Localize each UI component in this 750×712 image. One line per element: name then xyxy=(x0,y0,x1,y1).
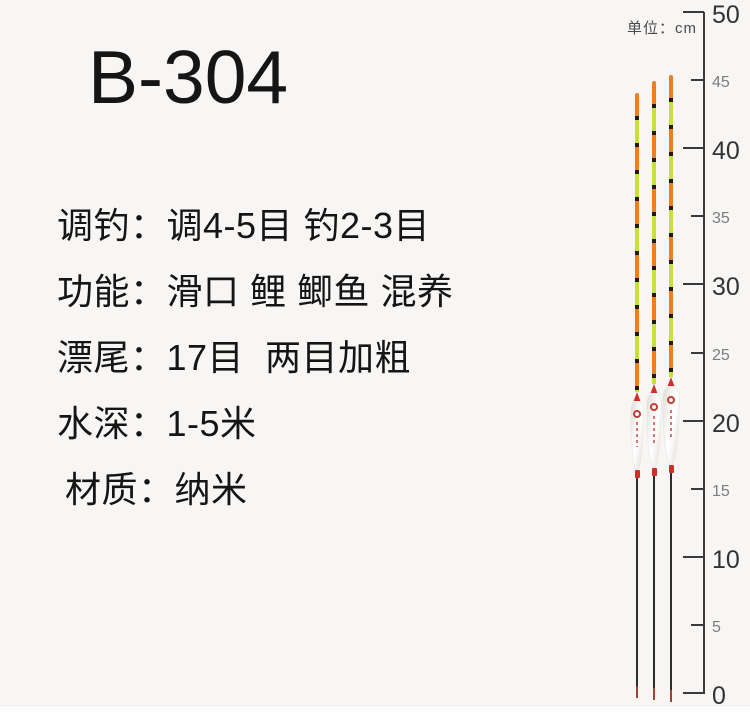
ruler-tick-label-30: 30 xyxy=(712,273,740,302)
ruler-tick-20 xyxy=(683,419,704,422)
float-band xyxy=(634,470,640,478)
ruler-tick-25 xyxy=(691,351,704,354)
float-body xyxy=(647,393,661,468)
fishing-float-2 xyxy=(646,81,662,700)
ruler-tick-15 xyxy=(691,487,704,490)
page-title: B-304 xyxy=(88,35,289,119)
ruler-tick-45 xyxy=(691,79,704,82)
spec-line-function: 功能：滑口 鲤 鲫鱼 混养 xyxy=(57,271,454,312)
bottom-card-edge xyxy=(0,705,750,712)
ruler-axis xyxy=(703,12,705,694)
ruler-tick-label-35: 35 xyxy=(712,210,730,228)
ruler-tick-label-45: 45 xyxy=(712,74,730,92)
unit-label: 单位：cm xyxy=(627,20,697,37)
spec-line-tuning: 调钓：调4-5目 钓2-3目 xyxy=(57,205,431,246)
ruler-tick-35 xyxy=(691,215,704,218)
ruler-tick-label-25: 25 xyxy=(712,346,730,364)
ruler-tick-0 xyxy=(683,692,704,694)
brand-logo-icon xyxy=(633,409,641,418)
float-band xyxy=(668,465,674,473)
ruler-tick-30 xyxy=(683,283,704,286)
float-antenna xyxy=(669,75,673,377)
ruler-tick-label-50: 50 xyxy=(712,1,740,29)
body-text xyxy=(653,415,655,443)
body-text xyxy=(636,421,638,447)
float-collar xyxy=(667,377,675,386)
ruler-tick-5 xyxy=(691,623,704,626)
float-antenna xyxy=(652,81,656,384)
ruler-tick-10 xyxy=(683,555,704,558)
ruler-tick-40 xyxy=(683,147,704,150)
brand-logo-icon xyxy=(667,396,675,405)
float-band xyxy=(651,468,657,476)
brand-logo-icon xyxy=(650,402,658,411)
spec-line-material: 材质：纳米 xyxy=(65,469,248,510)
ruler-tick-label-10: 10 xyxy=(712,545,740,574)
ruler-tick-label-0: 0 xyxy=(712,682,726,710)
ruler-tick-label-15: 15 xyxy=(712,482,730,500)
float-antenna xyxy=(635,93,639,392)
float-stem xyxy=(636,478,638,698)
spec-line-tail: 漂尾：17目 两目加粗 xyxy=(57,337,412,378)
float-body xyxy=(631,401,643,470)
spec-line-depth: 水深：1-5米 xyxy=(57,403,257,444)
float-body xyxy=(663,386,679,465)
fishing-float-3 xyxy=(663,75,679,702)
fishing-float-1 xyxy=(629,93,645,698)
ruler-tick-50 xyxy=(683,11,704,13)
float-collar xyxy=(633,392,641,401)
float-stem xyxy=(653,476,655,700)
float-collar xyxy=(650,384,658,393)
ruler-tick-label-40: 40 xyxy=(712,137,740,166)
float-stem xyxy=(670,473,672,702)
ruler-tick-label-5: 5 xyxy=(712,618,721,636)
ruler-tick-label-20: 20 xyxy=(712,409,740,438)
body-text xyxy=(670,409,672,439)
spec-list: 调钓：调4-5目 钓2-3目 功能：滑口 鲤 鲫鱼 混养 漂尾：17目 两目加粗… xyxy=(57,190,454,520)
